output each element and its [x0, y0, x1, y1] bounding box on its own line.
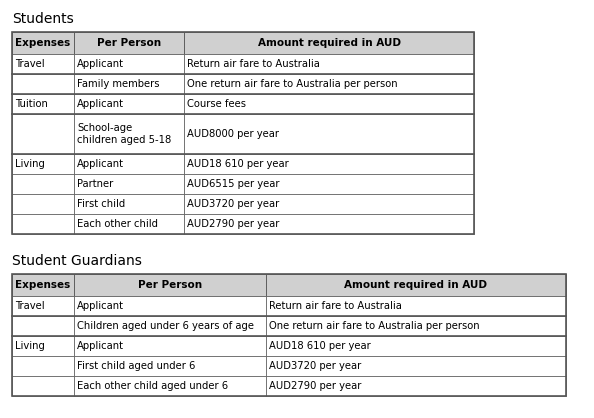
Text: Expenses: Expenses [15, 38, 71, 48]
Text: Tuition: Tuition [15, 99, 48, 109]
Bar [266, 376, 566, 396]
Bar [184, 194, 474, 214]
Bar [12, 376, 74, 396]
Bar [12, 336, 74, 356]
Text: Travel: Travel [15, 301, 45, 311]
Bar [184, 74, 474, 94]
Text: Amount required in AUD: Amount required in AUD [345, 280, 488, 290]
Text: Family members: Family members [77, 79, 160, 89]
Text: AUD3720 per year: AUD3720 per year [187, 199, 279, 209]
Bar [184, 114, 474, 154]
Text: Per Person: Per Person [97, 38, 161, 48]
Bar [74, 154, 184, 174]
Text: Student Guardians: Student Guardians [12, 254, 142, 268]
Bar [74, 336, 266, 356]
Text: Applicant: Applicant [77, 301, 124, 311]
Bar [184, 214, 474, 234]
Text: Each other child aged under 6: Each other child aged under 6 [77, 381, 228, 391]
Text: Living: Living [15, 341, 45, 351]
Text: Return air fare to Australia: Return air fare to Australia [269, 301, 402, 311]
Text: School-age
children aged 5-18: School-age children aged 5-18 [77, 123, 171, 145]
Bar [74, 274, 266, 296]
Bar [12, 154, 74, 174]
Text: Applicant: Applicant [77, 59, 124, 69]
Bar [266, 336, 566, 356]
Text: AUD2790 per year: AUD2790 per year [269, 381, 361, 391]
Bar [184, 94, 474, 114]
Text: Per Person: Per Person [138, 280, 202, 290]
Bar [12, 296, 74, 316]
Bar [74, 114, 184, 154]
Bar [74, 376, 266, 396]
Text: AUD3720 per year: AUD3720 per year [269, 361, 361, 371]
Text: AUD18 610 per year: AUD18 610 per year [187, 159, 289, 169]
Bar [74, 94, 184, 114]
Text: AUD18 610 per year: AUD18 610 per year [269, 341, 371, 351]
Bar [12, 54, 74, 74]
Text: First child: First child [77, 199, 125, 209]
Bar [12, 274, 74, 296]
Text: Each other child: Each other child [77, 219, 158, 229]
Bar [12, 32, 474, 234]
Text: AUD8000 per year: AUD8000 per year [187, 129, 279, 139]
Text: First child aged under 6: First child aged under 6 [77, 361, 195, 371]
Bar [184, 32, 474, 54]
Bar [74, 74, 184, 94]
Bar [74, 54, 184, 74]
Bar [74, 32, 184, 54]
Text: Return air fare to Australia: Return air fare to Australia [187, 59, 320, 69]
Bar [12, 114, 74, 154]
Bar [184, 54, 474, 74]
Bar [266, 274, 566, 296]
Bar [12, 174, 74, 194]
Text: AUD6515 per year: AUD6515 per year [187, 179, 280, 189]
Bar [12, 356, 74, 376]
Bar [184, 154, 474, 174]
Text: Expenses: Expenses [15, 280, 71, 290]
Bar [74, 194, 184, 214]
Bar [74, 214, 184, 234]
Text: Students: Students [12, 12, 74, 26]
Text: Travel: Travel [15, 59, 45, 69]
Bar [12, 316, 74, 336]
Bar [12, 74, 74, 94]
Bar [74, 174, 184, 194]
Bar [12, 194, 74, 214]
Text: Amount required in AUD: Amount required in AUD [258, 38, 400, 48]
Text: Course fees: Course fees [187, 99, 246, 109]
Bar [12, 214, 74, 234]
Text: One return air fare to Australia per person: One return air fare to Australia per per… [187, 79, 397, 89]
Bar [12, 94, 74, 114]
Text: Living: Living [15, 159, 45, 169]
Bar [12, 274, 566, 396]
Bar [266, 356, 566, 376]
Bar [184, 174, 474, 194]
Bar [12, 32, 74, 54]
Bar [74, 296, 266, 316]
Bar [266, 316, 566, 336]
Bar [74, 356, 266, 376]
Text: Applicant: Applicant [77, 341, 124, 351]
Text: Children aged under 6 years of age: Children aged under 6 years of age [77, 321, 254, 331]
Text: One return air fare to Australia per person: One return air fare to Australia per per… [269, 321, 479, 331]
Text: Partner: Partner [77, 179, 113, 189]
Bar [74, 316, 266, 336]
Bar [266, 296, 566, 316]
Text: Applicant: Applicant [77, 99, 124, 109]
Text: AUD2790 per year: AUD2790 per year [187, 219, 279, 229]
Text: Applicant: Applicant [77, 159, 124, 169]
